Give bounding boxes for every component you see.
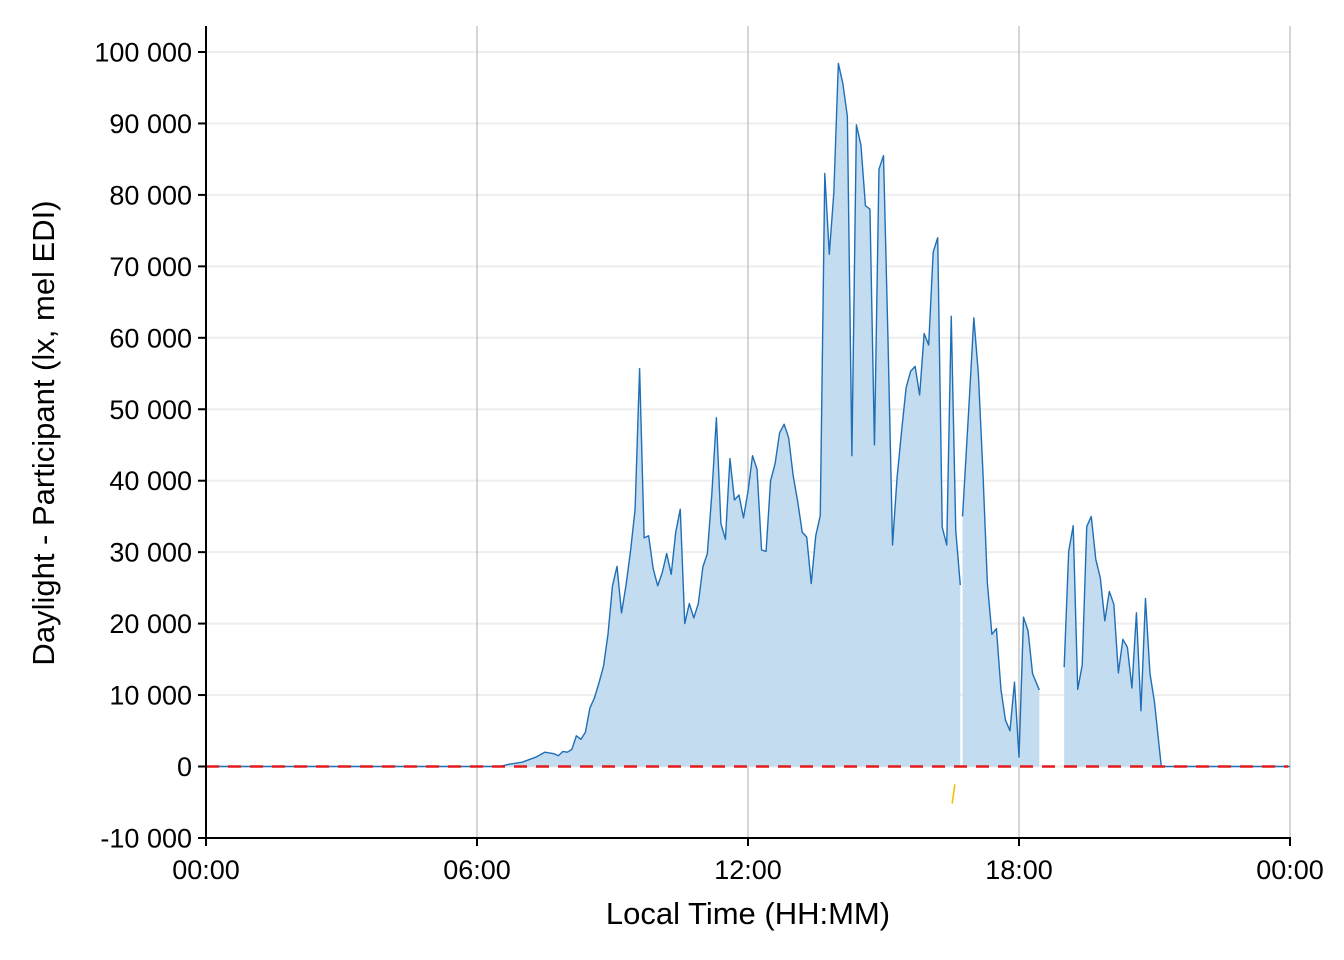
y-tick-label: 60 000 xyxy=(109,323,192,353)
x-tick-label: 00:00 xyxy=(1256,855,1324,885)
area-fill xyxy=(962,317,1040,767)
area-layer xyxy=(206,62,1290,804)
y-tick-label: 80 000 xyxy=(109,180,192,210)
x-tick-label: 06:00 xyxy=(443,855,511,885)
y-tick-label: 10 000 xyxy=(109,681,192,711)
y-tick-label: 90 000 xyxy=(109,109,192,139)
y-axis-title: Daylight - Participant (lx, mel EDI) xyxy=(26,200,61,665)
area-fill xyxy=(206,63,961,767)
y-tick-label: 50 000 xyxy=(109,395,192,425)
y-tick-label: 100 000 xyxy=(94,38,192,68)
y-tick-label: 20 000 xyxy=(109,609,192,639)
x-axis-title: Local Time (HH:MM) xyxy=(606,896,890,931)
x-tick-label: 00:00 xyxy=(172,855,240,885)
series-line xyxy=(1063,515,1290,768)
series-line xyxy=(961,317,1040,758)
x-tick-label: 18:00 xyxy=(985,855,1053,885)
y-tick-label: 70 000 xyxy=(109,252,192,282)
y-tick-label: -10 000 xyxy=(100,824,192,854)
grid-layer xyxy=(206,26,1291,838)
y-tick-label: 0 xyxy=(177,752,192,782)
series-line xyxy=(206,62,961,768)
x-tick-label: 12:00 xyxy=(714,855,782,885)
area-fill xyxy=(1064,516,1290,767)
y-tick-label: 30 000 xyxy=(109,538,192,568)
negative-excursion xyxy=(951,784,956,804)
y-tick-label: 40 000 xyxy=(109,466,192,496)
axis-layer: -10 000 0 10 000 20 000 30 000 40 000 50 000 60… xyxy=(94,26,1324,885)
